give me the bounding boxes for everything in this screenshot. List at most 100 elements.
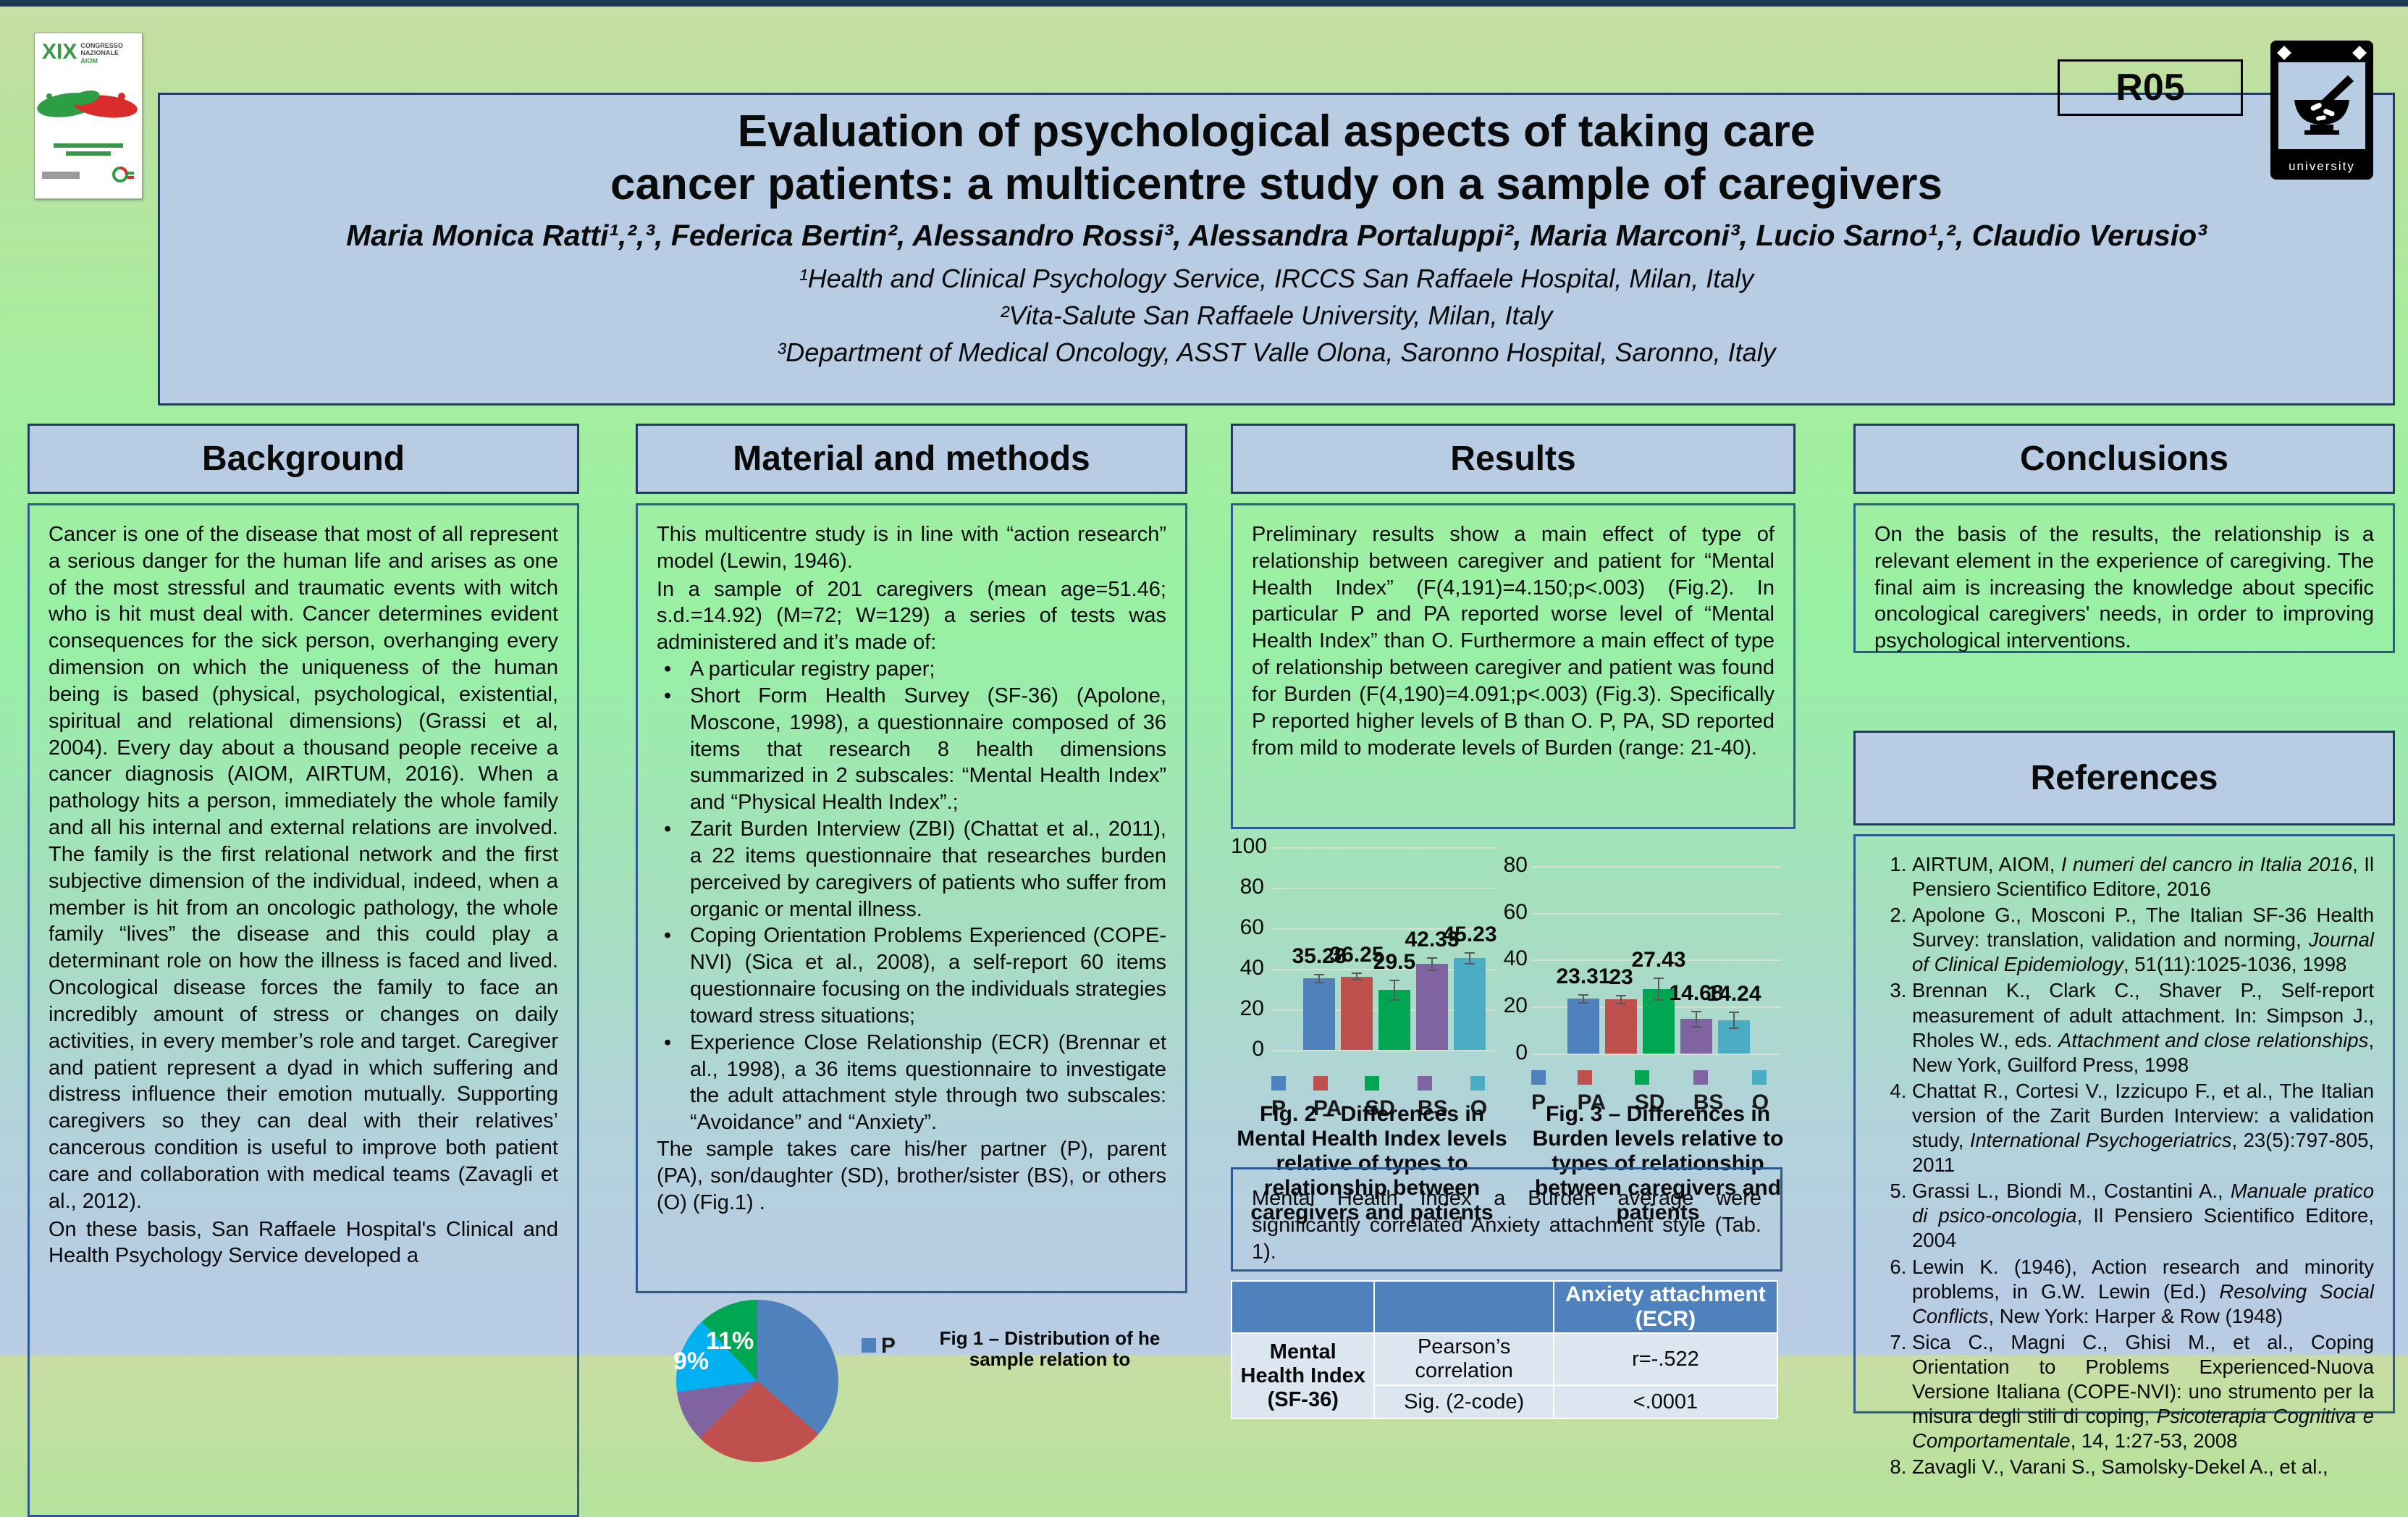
legend-swatch-P <box>862 1338 876 1353</box>
poster-code-badge: R05 <box>2058 59 2243 116</box>
congress-logo-numeral: XIX <box>42 40 77 64</box>
congress-logo-art <box>37 91 138 118</box>
methods-paragraph-2: In a sample of 201 caregivers (mean age=… <box>657 577 1166 655</box>
methods-bullet-list: A particular registry paper; Short Form … <box>657 656 1166 1136</box>
legend-swatch-BS <box>1693 1070 1708 1085</box>
legend-swatch-SD <box>1634 1070 1649 1085</box>
background-paragraph-1: Cancer is one of the disease that most o… <box>49 523 558 1213</box>
legend-item-P: P <box>1271 1072 1294 1121</box>
fig1-caption-line1: Fig 1 – Distribution of he <box>939 1327 1161 1349</box>
bar-value-label: 14.68 <box>1669 981 1724 1006</box>
error-bar-cap <box>1578 994 1588 996</box>
legend-swatch-P <box>1531 1070 1546 1085</box>
legend-item-SD: SD <box>1634 1066 1675 1115</box>
fig1-caption-line2: sample relation to <box>969 1348 1131 1371</box>
error-bar-cap <box>1352 972 1362 975</box>
fig2-bar-chart: 0 20 40 60 80 100 35.28 36.25 29.5 42.33 45.23 P PA S… <box>1231 833 1499 1173</box>
error-bar-cap <box>1616 1002 1626 1004</box>
congress-logo-text-bar <box>54 143 123 148</box>
error-bar-cap <box>1465 952 1475 954</box>
chart-legend: P PA SD BS O <box>1271 1072 1495 1121</box>
error-bar <box>1318 974 1320 983</box>
authors-line: Maria Monica Ratti¹,²,³, Federica Bertin… <box>346 219 2207 253</box>
y-axis-tick: 40 <box>1239 956 1264 980</box>
mortar-pestle-icon <box>2294 75 2354 135</box>
bar-value-label: 42.33 <box>1405 927 1460 951</box>
legend-item-PA: PA <box>1577 1066 1616 1115</box>
affiliation-1: ¹Health and Clinical Psychology Service,… <box>799 263 1754 293</box>
bar-value-label: 23 <box>1609 965 1633 990</box>
bar-PA <box>1341 976 1373 1050</box>
diamond-icon <box>2352 46 2367 60</box>
error-bar-cap <box>1427 957 1437 959</box>
error-bar <box>1469 953 1470 964</box>
fig1-pie-chart <box>676 1300 838 1462</box>
table-row2-value: <.0001 <box>1552 1384 1779 1419</box>
reference-item: Sica C., Magni C., Ghisi M., et al., Cop… <box>1912 1330 2374 1453</box>
legend-item-BS: BS <box>1417 1072 1452 1121</box>
reference-item: Chattat R., Cortesi V., Izzicupo F., et … <box>1912 1079 2374 1177</box>
fig1-legend: P <box>862 1334 896 1358</box>
legend-item-PA: PA <box>1313 1072 1346 1121</box>
gridline <box>1531 912 1781 915</box>
conclusions-header: Conclusions <box>1853 424 2395 494</box>
results-note: Mental Health Index a Burden average wer… <box>1231 1167 1782 1272</box>
university-logo-inner <box>2278 62 2365 149</box>
bar-value-label: 45.23 <box>1442 923 1497 947</box>
gridline <box>1271 888 1495 889</box>
fig3-caption: Fig. 3 – Differences in Burden levels re… <box>1532 1102 1784 1224</box>
reference-item: Apolone G., Mosconi P., The Italian SF-3… <box>1912 903 2374 977</box>
references-content: AIRTUM, AIOM, I numeri del cancro in Ita… <box>1853 834 2395 1478</box>
error-bar <box>1394 980 1395 1000</box>
fig1-caption: Fig 1 – Distribution of he sample relati… <box>919 1327 1180 1371</box>
bar-value-label: 36.25 <box>1329 943 1384 967</box>
error-bar-cap <box>1654 978 1664 980</box>
gridline <box>1531 959 1781 962</box>
aiom-mini-logo <box>112 167 134 183</box>
background-paragraph-2: On these basis, San Raffaele Hospital's … <box>49 1217 558 1268</box>
error-bar-cap <box>1654 999 1664 1001</box>
bar-value-label: 29.5 <box>1373 949 1416 974</box>
legend-item-O: O <box>1751 1066 1781 1115</box>
legend-swatch-O <box>1751 1070 1767 1085</box>
methods-bullet: A particular registry paper; <box>657 656 1166 683</box>
bar-P <box>1567 999 1599 1054</box>
y-axis-tick: 60 <box>1239 915 1264 939</box>
gridline <box>1271 1050 1495 1051</box>
affiliation-3: ³Department of Medical Oncology, ASST Va… <box>777 337 1776 367</box>
error-bar-cap <box>1389 999 1399 1001</box>
university-logo-label: university <box>2289 159 2355 173</box>
table-header-empty2 <box>1373 1280 1554 1334</box>
table-header-empty1 <box>1230 1280 1376 1334</box>
fig1-slice-label-11: 11% <box>706 1327 754 1355</box>
table-row1-value: r=-.522 <box>1552 1332 1779 1386</box>
congress-logo-text-bar2 <box>66 151 111 156</box>
legend-item-BS: BS <box>1693 1066 1733 1115</box>
reference-item: Grassi L., Biondi M., Costantini A., Man… <box>1912 1179 2374 1253</box>
error-bar-cap <box>1427 970 1437 972</box>
y-axis-tick: 0 <box>1515 1041 1528 1064</box>
error-bar-cap <box>1616 995 1626 997</box>
references-list: AIRTUM, AIOM, I numeri del cancro in Ita… <box>1874 852 2374 1479</box>
error-bar-cap <box>1352 978 1362 980</box>
y-axis-tick: 80 <box>1239 875 1264 899</box>
methods-title: Material and methods <box>733 440 1090 478</box>
methods-bullet: Short Form Health Survey (SF-36) (Apolon… <box>657 683 1166 816</box>
bar-value-label: 23.31 <box>1556 965 1611 989</box>
congress-logo: XIX CONGRESSO NAZIONALE AIOM <box>34 33 143 199</box>
table-row2-stat: Sig. (2-code) <box>1373 1384 1554 1419</box>
methods-header: Material and methods <box>636 424 1187 494</box>
legend-swatch-BS <box>1417 1076 1432 1091</box>
results-header: Results <box>1231 424 1796 494</box>
methods-bullet: Zarit Burden Interview (ZBI) (Chattat et… <box>657 816 1166 923</box>
gridline <box>1531 865 1781 867</box>
fig2-caption: Fig. 2 – Differences in Mental Health In… <box>1237 1102 1507 1224</box>
background-header: Background <box>28 424 579 494</box>
results-title: Results <box>1450 440 1576 478</box>
error-bar-cap <box>1389 979 1399 981</box>
y-axis-tick: 20 <box>1503 993 1528 1018</box>
legend-swatch-PA <box>1313 1076 1328 1091</box>
error-bar-cap <box>1578 1001 1588 1004</box>
results-note-text: Mental Health Index a Burden average wer… <box>1252 1187 1761 1264</box>
results-content: Preliminary results show a main effect o… <box>1231 503 1796 829</box>
